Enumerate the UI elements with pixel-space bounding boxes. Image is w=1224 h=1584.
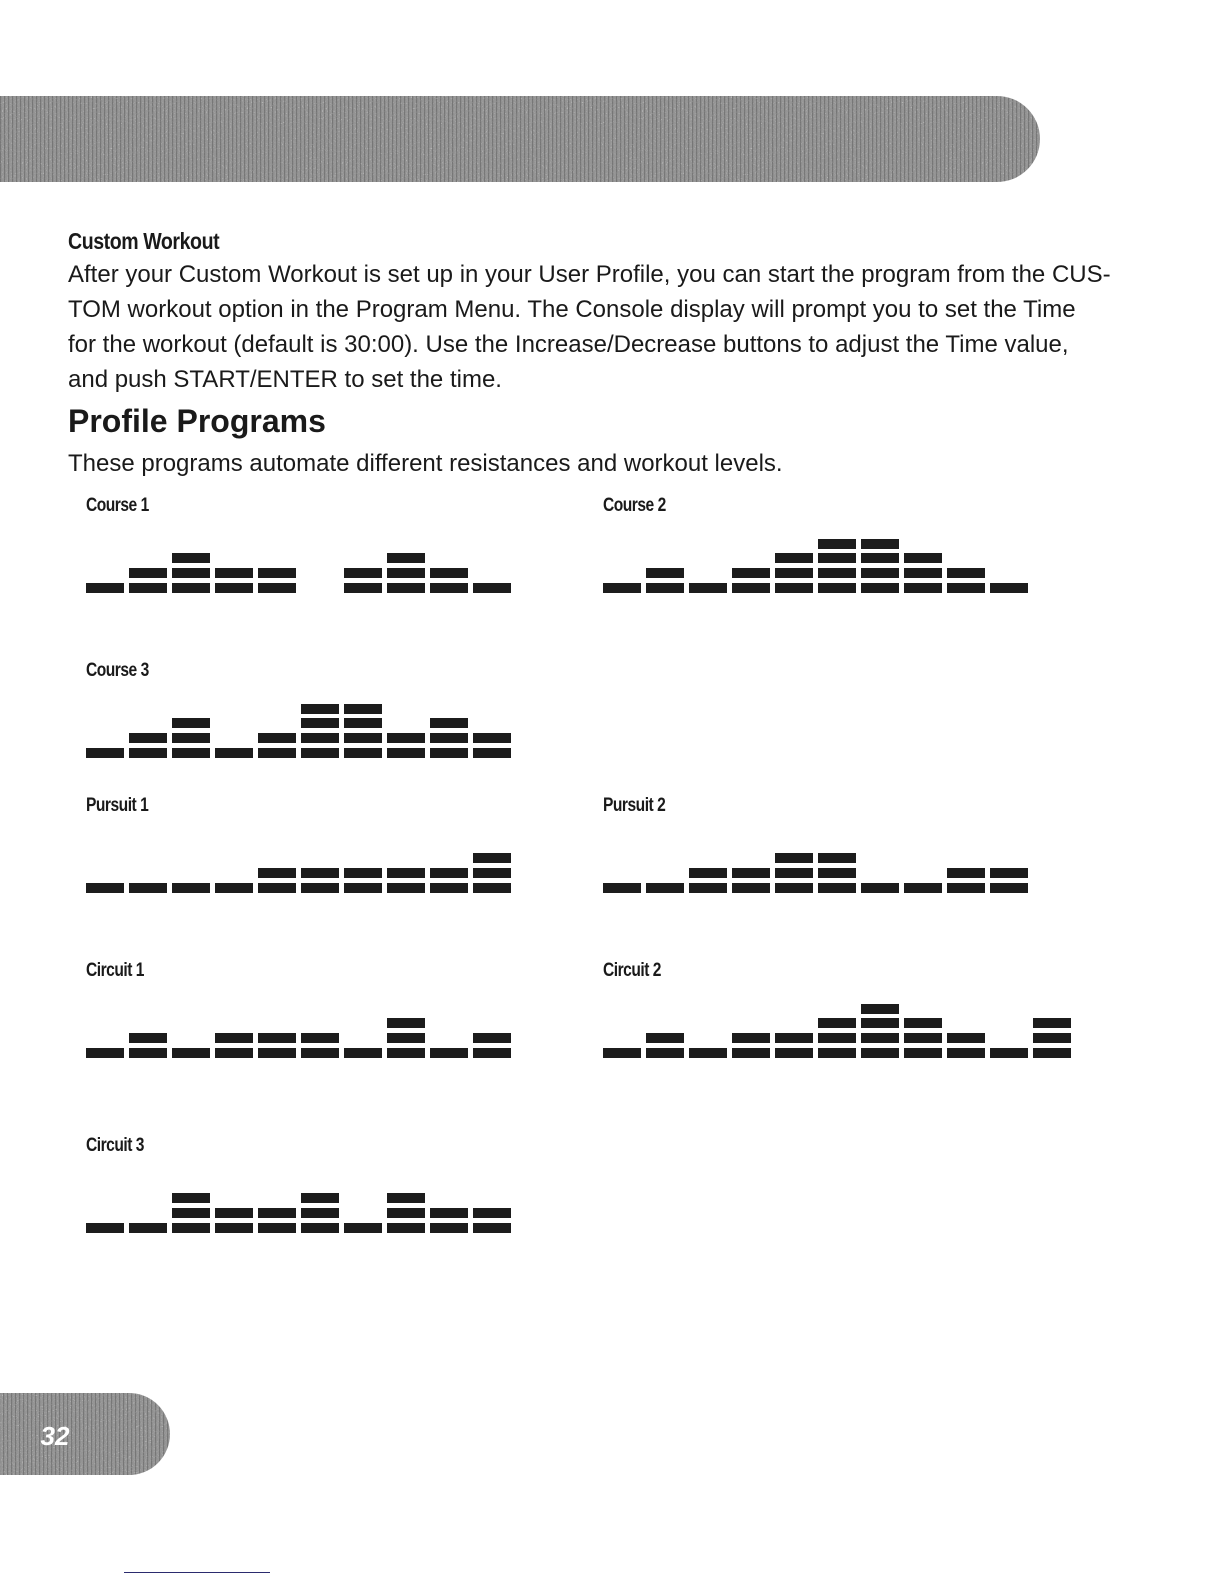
svg-text:32: 32 (41, 1421, 70, 1451)
